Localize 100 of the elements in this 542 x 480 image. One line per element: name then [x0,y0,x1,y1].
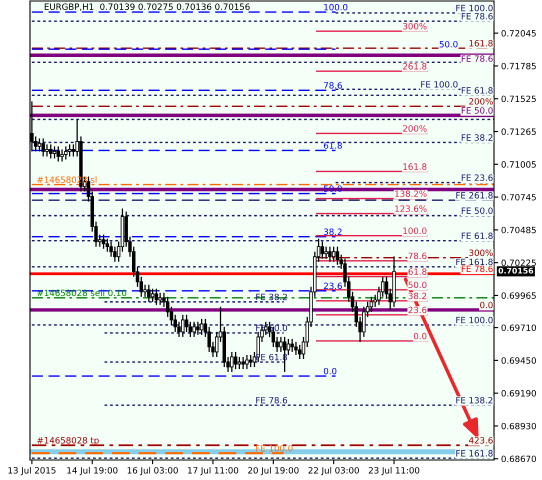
candlestick [60,148,64,162]
annotation: 23.6 [324,282,342,290]
ref-line-label: FE 100.0 [421,81,458,88]
candlestick [248,354,252,368]
candlestick [49,144,52,160]
ref-line-label: FE 78.6 [462,266,493,272]
candlestick [286,338,290,356]
annotation: 138.2% [395,190,427,197]
y-tick-label: 0.69450 [502,357,536,364]
ref-line-label: FE 100.0 [256,445,293,452]
candlestick [106,238,110,252]
candlestick [279,336,283,353]
y-tick-label: 0.69710 [502,324,536,331]
annotation: 50.0 [408,282,426,288]
ref-line-label: FE 261.8 [456,192,493,199]
y-tick-label: 0.72045 [502,30,536,37]
annotation: 200% [469,98,493,105]
candlestick [298,344,302,360]
annotation: 78.6 [408,252,426,260]
chart-title: EURGBP,H1 0.70139 0.70275 0.70136 0.70156 [44,3,250,11]
candlestick [336,246,340,266]
candlestick [64,146,68,160]
candlestick [290,338,294,353]
x-tick-label: 14 Jul 19:00 [67,466,118,476]
ref-line-label: FE 61.8 [462,232,493,240]
ref-line-label: FE 100.0 [456,316,493,324]
candlestick [320,240,324,260]
y-tick-label: 0.68930 [502,422,536,430]
candlestick [56,146,60,162]
candlestick [72,144,76,158]
ref-line-label: FE 23.6 [462,174,493,181]
y-tick-label: 0.70745 [502,194,536,200]
y-tick-label: 0.71525 [502,96,536,102]
candlestick [328,246,332,262]
annotation: 50.0 [440,40,458,48]
ref-line-label: FE 100.0 [456,4,493,12]
y-tick-label: 0.69965 [502,292,536,299]
candlestick [238,356,242,370]
candlestick [200,318,204,336]
annotation: 200% [403,125,427,132]
annotation: 100.0 [324,4,348,10]
candlestick [147,284,151,302]
annotation: 0.0 [480,302,493,308]
annotation: 100.0 [403,227,426,234]
ref-line-label: FE 61.8 [462,87,493,94]
y-tick-label: 0.70225 [502,260,536,266]
ref-line-label: FE 50.0 [462,207,493,214]
x-tick-label: 16 Jul 03:00 [128,466,178,476]
candlestick [234,351,238,370]
y-tick-label: 0.71005 [502,161,536,168]
ref-line-label: #14658028 tp [37,437,99,446]
x-tick-label: 20 Jul 19:00 [248,466,299,476]
candlestick [150,288,154,302]
annotation: 161.8 [470,40,493,46]
x-tick-label: 13 Jul 2015 [8,466,56,476]
candlestick [158,292,162,306]
candlestick [68,144,72,158]
annotation: 161.8 [403,163,426,170]
annotation: 423.6 [469,437,493,444]
candlestick [184,314,188,333]
x-tick-label: 22 Jul 03:00 [308,466,359,476]
candlestick [230,351,234,373]
candlestick [102,234,106,250]
candlestick [38,138,42,152]
annotation: 61.8 [408,268,426,275]
candlestick [332,246,336,262]
ref-line-label: FE 78.6 [462,12,493,20]
y-tick-label: 0.68670 [502,456,536,462]
ref-line-label: FE 161.8 [456,258,493,266]
ref-line-label: FE 78.6 [462,55,493,62]
annotation: 38.2 [408,292,426,300]
candlestick [245,354,249,370]
y-tick-label: 0.70485 [502,226,536,234]
ref-line-label: #14658028 sell 0.10 [37,290,126,296]
annotation: 261.8 [403,63,426,70]
x-tick-label: 17 Jul 11:00 [188,466,238,476]
candlestick [196,321,200,336]
y-tick-label: 0.71265 [502,128,536,135]
candlestick [324,246,328,260]
annotation: 300% [403,22,427,30]
candlestick [241,356,245,370]
annotation: FE 138.2 [456,396,492,404]
annotation: 61.8 [324,142,342,149]
candlestick [143,284,147,298]
annotation: 78.6 [324,82,342,89]
annotation: 23.6 [408,306,426,314]
candlestick [41,138,45,158]
y-tick-label: 0.71785 [502,62,536,70]
y-tick-label: 0.69190 [502,390,536,397]
ref-line-label: FE 38.2 [462,134,492,141]
annotation: 123.6% [395,205,427,212]
candlestick [154,288,158,306]
candlestick [192,321,196,338]
candlestick [294,341,298,356]
annotation: 300% [469,250,493,256]
ref-line-label: FE 50.0 [462,107,493,114]
candlestick [181,314,185,338]
annotation: 0.0 [324,368,336,374]
candlestick [45,144,49,158]
ref-line-label: FE 161.8 [456,450,493,457]
